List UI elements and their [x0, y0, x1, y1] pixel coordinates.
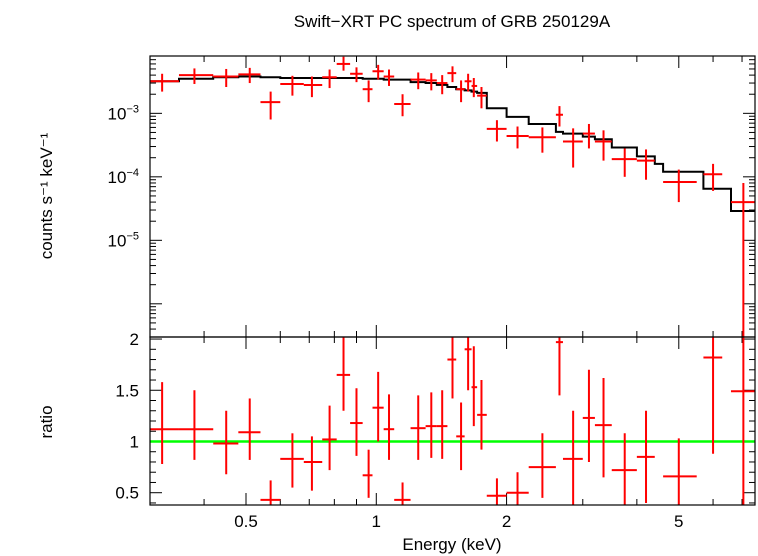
x-tick-label: 1	[372, 512, 381, 531]
data-point	[528, 127, 556, 153]
top-panel: 10−3 10−4 10−5 counts s⁻¹ keV⁻¹	[37, 55, 756, 338]
data-point	[611, 148, 637, 177]
data-point	[280, 75, 304, 96]
data-point	[611, 433, 637, 505]
top-panel-frame	[149, 55, 756, 338]
data-point	[213, 68, 239, 87]
data-point	[486, 120, 507, 142]
data-point	[594, 377, 612, 478]
data-point	[350, 67, 363, 83]
data-point	[213, 410, 239, 475]
data-point	[464, 337, 472, 391]
bottom-panel-frame	[149, 336, 756, 506]
data-point	[471, 346, 478, 427]
data-point	[730, 337, 755, 505]
data-point	[238, 67, 261, 84]
data-point	[280, 433, 304, 488]
data-point	[322, 69, 337, 89]
data-point	[336, 56, 351, 71]
data-point	[471, 78, 478, 98]
x-tick-labels: 0.5 1 2 5	[234, 512, 683, 531]
x-axis-label: Energy (keV)	[402, 535, 501, 554]
data-point	[260, 91, 281, 120]
x-tick-label: 0.5	[234, 512, 258, 531]
data-point	[555, 106, 563, 127]
top-ticks	[149, 55, 755, 338]
bottom-y-axis-label: ratio	[37, 405, 56, 438]
x-tick-label: 2	[502, 512, 511, 531]
top-y-axis-label: counts s⁻¹ keV⁻¹	[37, 132, 56, 259]
data-point	[322, 405, 337, 471]
data-point	[303, 76, 323, 98]
data-point	[178, 68, 214, 84]
model-step-curve	[150, 75, 755, 212]
data-point	[594, 130, 612, 161]
data-point	[383, 394, 395, 460]
y-tick-label: 1	[130, 432, 139, 451]
data-point	[663, 438, 697, 505]
data-point	[394, 94, 411, 117]
data-point	[394, 482, 411, 505]
data-point	[636, 410, 655, 503]
y-tick-label: 10−3	[108, 103, 139, 123]
data-point	[425, 73, 437, 91]
data-point	[703, 163, 723, 191]
data-point	[260, 480, 281, 505]
data-point	[486, 478, 507, 505]
bottom-y-tick-labels: 0.5 1 1.5 2	[115, 330, 139, 503]
data-point	[506, 126, 529, 149]
x-tick-label: 5	[674, 512, 683, 531]
data-point	[372, 64, 384, 80]
data-point	[410, 395, 426, 460]
data-point	[562, 128, 583, 168]
data-point	[436, 75, 448, 95]
spectrum-data-points	[150, 56, 755, 337]
ratio-data-points	[150, 337, 755, 505]
data-point	[447, 66, 457, 83]
data-point	[447, 337, 457, 399]
y-tick-label: 2	[130, 330, 139, 349]
data-point	[477, 86, 487, 109]
bottom-panel: 0.5 1 1.5 2 0.5 1 2 5 ratio Energy (keV)	[37, 330, 756, 554]
data-point	[372, 371, 384, 442]
data-point	[506, 472, 529, 505]
y-tick-label: 10−4	[108, 167, 139, 187]
data-point	[362, 80, 373, 103]
y-tick-label: 1.5	[115, 381, 139, 400]
data-point	[477, 380, 487, 450]
data-point	[150, 382, 179, 465]
data-point	[150, 73, 179, 92]
data-point	[238, 398, 261, 460]
data-point	[336, 337, 351, 411]
chart-title: Swift−XRT PC spectrum of GRB 250129A	[294, 12, 611, 31]
data-point	[436, 390, 448, 459]
data-point	[582, 369, 595, 462]
top-y-tick-labels: 10−3 10−4 10−5	[108, 103, 139, 250]
data-point	[362, 449, 373, 498]
data-point	[730, 182, 755, 337]
data-point	[383, 69, 395, 86]
data-point	[636, 149, 655, 180]
data-point	[410, 72, 426, 90]
data-point	[663, 169, 697, 203]
data-point	[456, 80, 465, 103]
data-point	[350, 388, 363, 456]
data-point	[555, 337, 563, 396]
y-tick-label: 0.5	[115, 484, 139, 503]
data-point	[528, 433, 556, 498]
data-point	[562, 410, 583, 505]
data-point	[178, 390, 214, 460]
data-point	[464, 73, 472, 92]
model-curve	[150, 75, 755, 212]
data-point	[303, 436, 323, 491]
data-point	[456, 402, 465, 471]
data-point	[703, 337, 723, 454]
y-tick-label: 10−5	[108, 230, 139, 250]
data-point	[582, 123, 595, 149]
data-point	[425, 392, 437, 458]
